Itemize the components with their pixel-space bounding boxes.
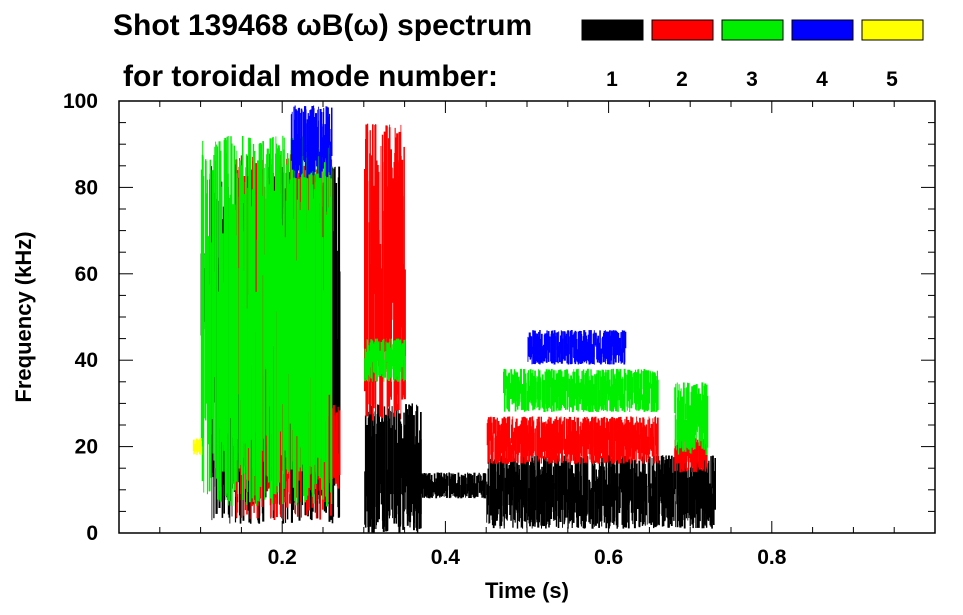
legend-swatch-mode-1 xyxy=(581,19,644,41)
region-mode-3-11 xyxy=(364,338,406,382)
y-tick-label: 40 xyxy=(75,349,98,372)
region-mode-2-8 xyxy=(486,416,659,464)
legend-mode-label-1: 1 xyxy=(606,68,618,91)
region-mode-3-10 xyxy=(200,135,333,507)
legend-swatch-mode-3 xyxy=(721,19,784,41)
legend-swatch-mode-4 xyxy=(791,19,854,41)
mode-legend: 1 2 3 4 5 xyxy=(581,19,924,91)
y-tick-label: 80 xyxy=(75,176,98,199)
x-tick-label: 0.4 xyxy=(431,546,461,569)
region-mode-1-3 xyxy=(421,472,488,499)
region-mode-3-12 xyxy=(503,368,659,413)
legend-swatch-mode-5 xyxy=(861,19,924,41)
region-mode-3-13 xyxy=(674,382,709,455)
y-tick-label: 100 xyxy=(63,90,98,113)
region-mode-1-2 xyxy=(364,403,422,533)
chart-title-line1: Shot 139468 ωB(ω) spectrum xyxy=(113,9,532,42)
x-tick-label: 0.8 xyxy=(757,546,787,569)
legend-mode-label-3: 3 xyxy=(746,68,758,91)
region-mode-4-14 xyxy=(290,105,333,179)
legend-mode-label-2: 2 xyxy=(676,68,688,91)
region-mode-4-15 xyxy=(527,330,627,365)
region-mode-5-16 xyxy=(192,438,203,455)
y-axis-label: Frequency (kHz) xyxy=(11,231,36,402)
region-mode-1-4 xyxy=(486,455,716,529)
axis-ticks: 0.2 0.4 0.6 0.8 0 20 40 60 80 100 xyxy=(63,90,935,569)
legend-mode-label-4: 4 xyxy=(816,68,828,91)
x-tick-label: 0.6 xyxy=(594,546,623,569)
y-tick-label: 60 xyxy=(75,263,98,286)
legend-mode-label-5: 5 xyxy=(886,68,898,91)
y-tick-label: 0 xyxy=(86,522,98,545)
x-tick-label: 0.2 xyxy=(268,546,297,569)
spectrogram-regions xyxy=(192,105,716,533)
y-tick-label: 20 xyxy=(75,436,98,459)
x-axis-label: Time (s) xyxy=(485,578,569,603)
chart-title-line2: for toroidal mode number: xyxy=(123,60,498,93)
legend-swatch-mode-2 xyxy=(651,19,714,41)
